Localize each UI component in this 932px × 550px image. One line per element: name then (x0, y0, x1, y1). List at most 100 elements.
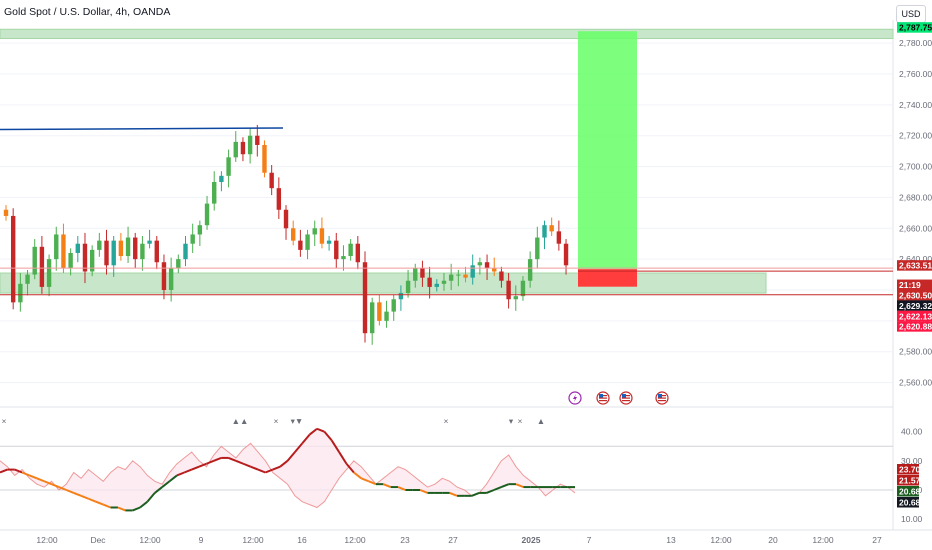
oscillator-slow-line (301, 433, 311, 444)
oscillator-slow-line (330, 439, 340, 453)
candle-body (298, 240, 303, 250)
oscillator-signal-marker: × (518, 416, 523, 426)
oscillator-signal-marker: ▲▲ (232, 416, 249, 426)
price-tick-label: 2,720.000 (899, 131, 932, 141)
candle-body (168, 268, 174, 290)
price-tick-label: 2,640.000 (899, 254, 932, 264)
oscillator-slow-line (419, 489, 428, 494)
candle-body (54, 234, 59, 260)
oscillator-slow-line (161, 480, 171, 488)
price-tag-label: 2,622.139 (899, 311, 932, 321)
oscillator-slow-line (250, 465, 259, 471)
candle-body (104, 240, 109, 266)
oscillator-slow-line (345, 463, 355, 474)
candle-body (147, 240, 152, 244)
oscillator-slow-line (449, 491, 458, 497)
candle-body (513, 296, 518, 300)
us-flag-icon-stripe (658, 400, 666, 402)
price-tick-label: 2,560.000 (899, 378, 932, 388)
oscillator-slow-line (29, 474, 38, 480)
candle-body (470, 265, 475, 278)
oscillator-slow-line (486, 489, 495, 494)
oscillator-slow-line (146, 492, 156, 503)
time-tick-label: 16 (297, 535, 307, 545)
price-tag (897, 260, 932, 271)
oscillator-value-tag-label: 20.68 (899, 487, 921, 497)
candle-body (233, 141, 238, 158)
oscillator-slow-line (323, 431, 333, 442)
oscillator-slow-line (265, 468, 274, 474)
candle-body (527, 259, 533, 281)
oscillator-slow-line (493, 486, 502, 491)
oscillator-signal-marker: ▲ (537, 416, 545, 426)
trendline[interactable] (0, 127, 284, 131)
candle-body (484, 262, 490, 269)
oscillator-slow-line (471, 491, 480, 497)
candle-body (535, 237, 540, 260)
oscillator-slow-line (228, 456, 237, 462)
oscillator-slow-line (183, 468, 193, 474)
candle-body (204, 203, 210, 226)
candle-body (456, 274, 461, 276)
price-tag (897, 321, 932, 332)
candle-body (542, 225, 547, 238)
candle-body (291, 228, 296, 241)
candle-body (369, 302, 375, 334)
candle-body (39, 246, 45, 287)
candle-body (463, 274, 468, 278)
candle-body (176, 259, 181, 269)
time-tick-label: 23 (400, 535, 410, 545)
position-stop-area[interactable] (578, 269, 637, 287)
candle-body (226, 157, 231, 176)
oscillator-slow-line (198, 462, 207, 468)
oscillator-tick-label: 40.00 (901, 427, 923, 437)
time-tick-label: 7 (587, 535, 592, 545)
price-tick-label: 2,780.000 (899, 38, 932, 48)
oscillator-slow-line (117, 506, 126, 512)
candle-body (499, 271, 504, 281)
position-target-area[interactable] (578, 31, 637, 270)
candle-body (89, 249, 95, 272)
candle-body (125, 237, 131, 257)
price-tag (897, 22, 932, 33)
candle-body (32, 246, 37, 275)
oscillator-value-tag (897, 486, 919, 497)
candle-body (398, 293, 404, 300)
us-flag-icon-stripe (622, 400, 630, 402)
oscillator-slow-line (353, 471, 362, 480)
candle-body (427, 277, 432, 287)
oscillator-slow-line (515, 483, 524, 489)
target-zone-band (0, 28, 894, 40)
candle-body (190, 234, 195, 244)
oscillator-value-tag (897, 475, 919, 486)
oscillator-slow-line (279, 460, 289, 468)
candle-body (348, 243, 353, 257)
oscillator-slow-line (14, 468, 23, 474)
oscillator-signal-marker: × (274, 416, 279, 426)
candle-body (183, 243, 188, 260)
oscillator-slow-line (73, 491, 82, 497)
oscillator-slow-line (397, 486, 406, 491)
candle-body (82, 243, 88, 272)
price-tick-label: 2,740.000 (899, 100, 932, 110)
candle-body (405, 280, 411, 294)
time-tick-label: 2025 (522, 535, 541, 545)
oscillator-value-tag-label: 23.70 (899, 465, 921, 475)
candle-body (563, 243, 569, 266)
candle-body (97, 240, 102, 250)
oscillator-value-tag-label: 20.68 (899, 498, 921, 508)
oscillator-slow-line (382, 483, 392, 489)
oscillator-tick-label: 30.00 (901, 456, 923, 466)
oscillator-slow-line (88, 497, 97, 503)
candle-body (25, 274, 30, 284)
time-tick-label: 9 (199, 535, 204, 545)
candle-body (219, 175, 224, 182)
oscillator-slow-line (191, 465, 200, 471)
candle-body (154, 240, 159, 263)
oscillator-slow-line (368, 480, 377, 486)
us-flag-icon-stripe (658, 397, 666, 399)
oscillator-slow-line (294, 442, 304, 453)
candle-body (549, 225, 554, 232)
oscillator-signal-marker: × (444, 416, 449, 426)
